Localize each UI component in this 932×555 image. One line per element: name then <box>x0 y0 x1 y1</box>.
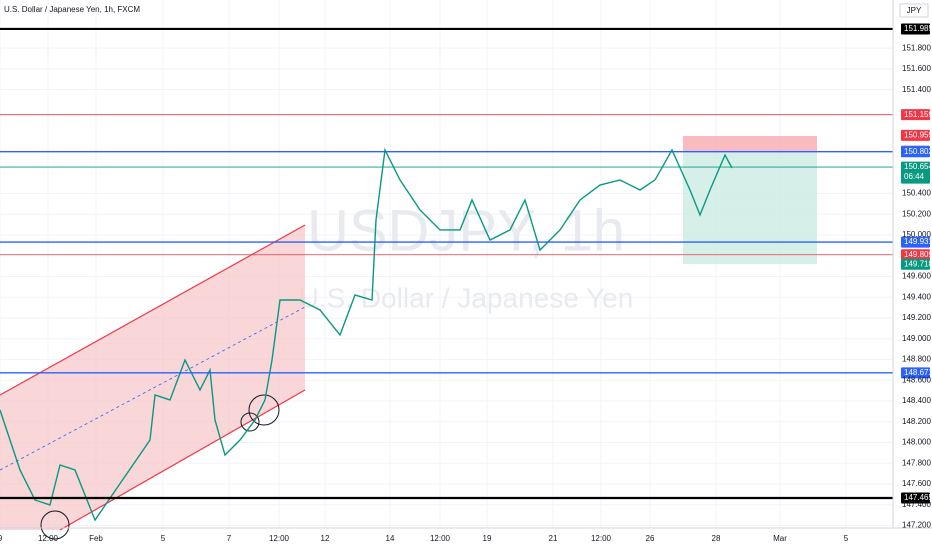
price-tag <box>901 236 930 248</box>
y-tick-label: 148.800 <box>902 355 931 364</box>
price-tag-label: 151.159 <box>904 110 932 119</box>
marker-circle <box>40 510 70 540</box>
price-tag-label: 149.809 <box>904 250 932 259</box>
price-line <box>0 147 733 522</box>
x-tick-label: 12:00 <box>269 534 290 543</box>
y-tick-label: 150.200 <box>902 209 931 218</box>
x-tick-label: 5 <box>161 534 166 543</box>
y-tick-label: 149.600 <box>902 272 931 281</box>
price-tag <box>901 249 930 261</box>
channel-fill <box>0 225 305 530</box>
price-tag <box>901 109 930 121</box>
y-tick-label: 149.000 <box>902 334 931 343</box>
channel-mid <box>0 306 306 471</box>
y-tick-label: 151.400 <box>902 85 931 94</box>
y-tick-label: 147.200 <box>902 521 931 530</box>
price-tag-label: 150.802 <box>904 147 932 156</box>
watermark: USDJPY, 1h <box>307 198 625 263</box>
y-tick-label: 149.400 <box>902 292 931 301</box>
countdown: 06:44 <box>904 172 925 181</box>
x-tick-label: 9 <box>0 534 3 543</box>
plot <box>0 27 893 522</box>
price-tag <box>901 129 930 141</box>
price-tag-label: 147.465 <box>904 493 932 502</box>
y-tick-label: 149.200 <box>902 313 931 322</box>
currency: JPY <box>907 6 922 15</box>
x-tick-label: 12:00 <box>430 534 451 543</box>
price-tag <box>901 23 930 35</box>
price-tag <box>901 146 930 158</box>
price-tag-label: 150.959 <box>904 131 932 140</box>
price-tags: 151.985151.159150.959150.808150.802150.6… <box>901 23 932 504</box>
price-tag-label: 148.671 <box>904 368 932 377</box>
watermark-subtitle: U.S. Dollar / Japanese Yen <box>299 282 634 313</box>
marker-circle <box>248 394 280 426</box>
chart-title: U.S. Dollar / Japanese Yen, 1h, FXCM <box>4 5 140 14</box>
channel-upper <box>0 224 306 396</box>
price-tag-label: 149.931 <box>904 237 932 246</box>
x-tick-label: 7 <box>227 534 232 543</box>
channel-lower <box>59 389 306 531</box>
price-tag <box>901 367 930 379</box>
y-tick-label: 148.000 <box>902 438 931 447</box>
x-tick-label: 28 <box>712 534 721 543</box>
marker-circle <box>240 412 260 432</box>
price-tag <box>901 492 930 504</box>
stop-zone <box>683 136 817 152</box>
y-tick-label: 147.800 <box>902 458 931 467</box>
x-tick-label: 5 <box>844 534 849 543</box>
x-tick-label: 12:00 <box>591 534 612 543</box>
y-tick-label: 148.400 <box>902 396 931 405</box>
y-tick-label: 148.200 <box>902 417 931 426</box>
x-tick-label: Mar <box>773 534 787 543</box>
x-tick-label: 21 <box>549 534 558 543</box>
x-tick-label: 12:00 <box>38 534 59 543</box>
price-tag <box>901 258 930 270</box>
x-tick-label: 26 <box>646 534 655 543</box>
y-tick-label: 148.600 <box>902 375 931 384</box>
y-tick-label: 150.000 <box>902 230 931 239</box>
y-tick-label: 147.400 <box>902 500 931 509</box>
currency-box <box>899 3 929 18</box>
price-tag <box>901 161 930 184</box>
x-tick-label: 19 <box>483 534 492 543</box>
y-tick-label: 151.600 <box>902 64 931 73</box>
x-tick-label: 14 <box>386 534 395 543</box>
y-tick-label: 150.400 <box>902 189 931 198</box>
x-tick-label: 12 <box>321 534 330 543</box>
price-tag-label: 150.654 <box>904 162 932 171</box>
x-tick-label: Feb <box>89 534 103 543</box>
y-tick-label: 151.800 <box>902 43 931 52</box>
y-tick-label: 147.600 <box>902 479 931 488</box>
price-tag-label: 151.985 <box>904 24 932 33</box>
price-tag-label: 149.718 <box>904 259 932 268</box>
target-zone <box>683 152 817 264</box>
